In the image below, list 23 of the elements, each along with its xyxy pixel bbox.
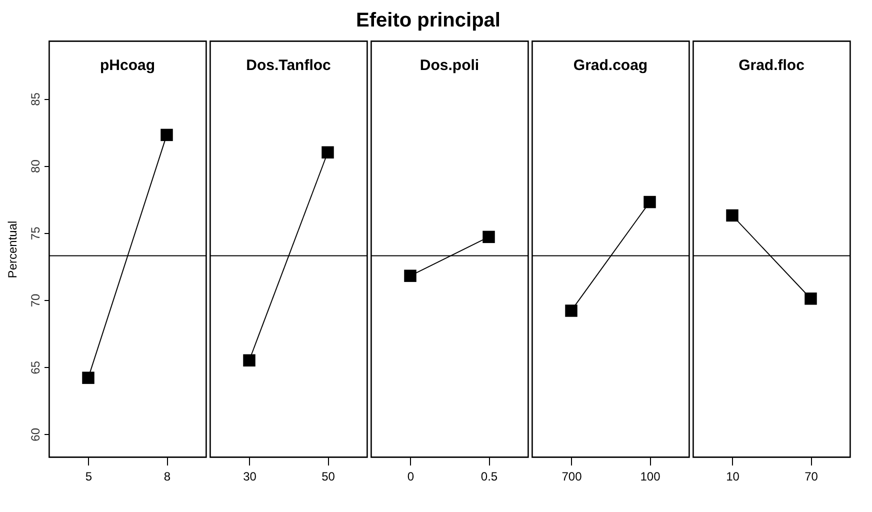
- x-tick-label: 30: [243, 470, 257, 484]
- y-axis-title: Percentual: [6, 220, 20, 278]
- text: Grad.floc: [738, 57, 804, 74]
- x-tick-label: 700: [562, 470, 582, 484]
- chart-title: Efeito principal: [356, 9, 500, 32]
- y-tick-label: 65: [28, 360, 42, 374]
- x-tick-label: 0.5: [480, 470, 498, 484]
- x-tick-label: 10: [726, 470, 740, 484]
- x-tick-label: 100: [640, 470, 661, 484]
- x-tick-label: 50: [322, 470, 336, 484]
- y-tick-label: 60: [28, 428, 42, 442]
- x-tick-label: 5: [85, 470, 92, 484]
- text: Grad.coag: [573, 57, 648, 74]
- y-tick-label: 80: [28, 159, 42, 173]
- text: Dos.Tanfloc: [246, 57, 331, 74]
- text: Dos.poli: [420, 57, 480, 74]
- y-tick-label: 75: [28, 226, 42, 240]
- y-tick-label: 70: [28, 294, 42, 308]
- text: pHcoag: [100, 57, 156, 74]
- x-tick-label: 0: [407, 470, 414, 484]
- y-tick-label: 85: [28, 92, 42, 106]
- x-tick-label: 70: [804, 470, 818, 484]
- x-tick-label: 8: [164, 470, 171, 484]
